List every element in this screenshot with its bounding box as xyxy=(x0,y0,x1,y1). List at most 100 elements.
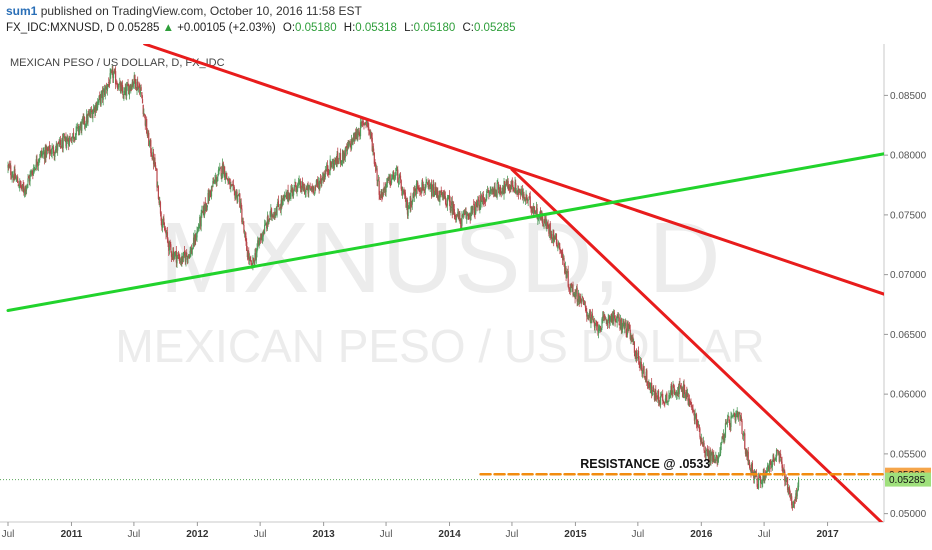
candle-body xyxy=(149,140,151,143)
candle-body xyxy=(102,90,104,100)
candle-body xyxy=(503,181,505,195)
candle-body xyxy=(275,211,277,216)
candle-body xyxy=(628,326,630,331)
candle-body xyxy=(660,396,662,405)
candle-body xyxy=(513,191,515,193)
time-axis[interactable]: Jul 2011 Jul 2012 Jul 2013 Jul 2014 Jul 2015 Jul 20… xyxy=(2,522,840,540)
candle-body xyxy=(90,111,93,112)
candle-body xyxy=(519,191,521,194)
candle-body xyxy=(270,208,273,217)
candle-body xyxy=(232,184,235,187)
candle-body xyxy=(657,390,659,400)
candle-body xyxy=(292,188,294,194)
candle-body xyxy=(560,250,562,253)
candle-body xyxy=(34,167,36,170)
candle-body xyxy=(157,184,159,186)
candle-body xyxy=(404,192,406,200)
candle-body xyxy=(554,236,556,239)
resistance-annotation[interactable]: RESISTANCE @ .0533 xyxy=(580,457,710,471)
candle-body xyxy=(495,190,497,197)
candle-body xyxy=(313,192,315,194)
candle-body xyxy=(555,233,557,239)
candle-body xyxy=(603,315,605,318)
candle-body xyxy=(164,231,166,232)
candle-body xyxy=(761,482,763,485)
candle-body xyxy=(590,320,592,323)
candle-body xyxy=(448,195,451,203)
candle-body xyxy=(52,146,54,149)
candle-body xyxy=(441,192,443,197)
candle-body xyxy=(306,188,308,190)
candle-body xyxy=(478,200,480,211)
candle-body xyxy=(168,241,171,251)
candle-body xyxy=(538,216,540,220)
candle-body xyxy=(388,178,390,180)
candle-body xyxy=(502,187,504,194)
candle-body xyxy=(378,180,380,195)
candle-body xyxy=(444,193,446,196)
candle-body xyxy=(401,187,403,196)
candle-body xyxy=(724,423,727,438)
candle-body xyxy=(630,335,632,340)
candle-body xyxy=(390,178,393,184)
candle-body xyxy=(420,190,422,192)
candle-body xyxy=(772,455,774,462)
candle-body xyxy=(280,199,282,211)
candle-body xyxy=(376,168,378,181)
candle-body xyxy=(178,257,180,259)
candle-body xyxy=(477,199,480,201)
candle-body xyxy=(42,152,44,154)
price-axis[interactable]: 0.08500 0.08000 0.07500 0.07000 0.06500 0.060… xyxy=(0,44,927,523)
candle-body xyxy=(36,159,38,165)
candle-body xyxy=(534,210,536,215)
trendlines[interactable] xyxy=(0,44,890,530)
symbol-label[interactable]: FX_IDC:MXNUSD, D xyxy=(6,22,115,34)
candle-body xyxy=(143,113,146,115)
candle-body xyxy=(365,122,367,124)
candle-body xyxy=(8,164,10,166)
candle-body xyxy=(133,75,135,84)
candle-body xyxy=(504,181,506,192)
candle-body xyxy=(726,418,729,423)
candle-body xyxy=(88,112,91,116)
candle-body xyxy=(197,229,199,233)
candle-body xyxy=(533,206,535,212)
candle-body xyxy=(491,188,493,192)
author-name[interactable]: sum1 xyxy=(6,4,38,18)
candle-body xyxy=(643,366,645,378)
candle-body xyxy=(685,392,687,398)
candle-body xyxy=(80,123,82,131)
candle-body xyxy=(595,322,597,326)
candle-body xyxy=(413,189,415,197)
candle-body xyxy=(183,252,185,254)
candle-body xyxy=(731,416,733,418)
candle-body xyxy=(720,446,722,454)
candle-body xyxy=(709,452,711,463)
time-tick-label: Jul xyxy=(506,529,519,540)
candle-body xyxy=(246,241,248,251)
candle-body xyxy=(676,393,678,395)
candle-body xyxy=(439,191,442,193)
candle-body xyxy=(402,191,404,193)
candle-body xyxy=(640,362,642,366)
candle-body xyxy=(321,181,323,184)
candle-body xyxy=(717,456,720,459)
candle-body xyxy=(635,351,637,357)
candle-body xyxy=(383,187,385,190)
candle-body xyxy=(359,122,362,137)
candle-body xyxy=(342,150,344,161)
candle-body xyxy=(54,153,56,157)
low-label: L: xyxy=(404,22,414,34)
candle-body xyxy=(632,337,634,342)
candle-body xyxy=(307,184,309,194)
candle-body xyxy=(278,208,280,210)
candle-body xyxy=(298,180,300,184)
ohlc-legend: FX_IDC:MXNUSD, D 0.05285 ▲ +0.00105 (+2.… xyxy=(6,22,516,34)
candle-body xyxy=(468,213,471,217)
candle-body xyxy=(29,174,31,182)
candle-body xyxy=(372,149,374,151)
candle-body xyxy=(145,120,147,127)
candle-body xyxy=(646,382,649,385)
candle-body xyxy=(344,153,346,159)
